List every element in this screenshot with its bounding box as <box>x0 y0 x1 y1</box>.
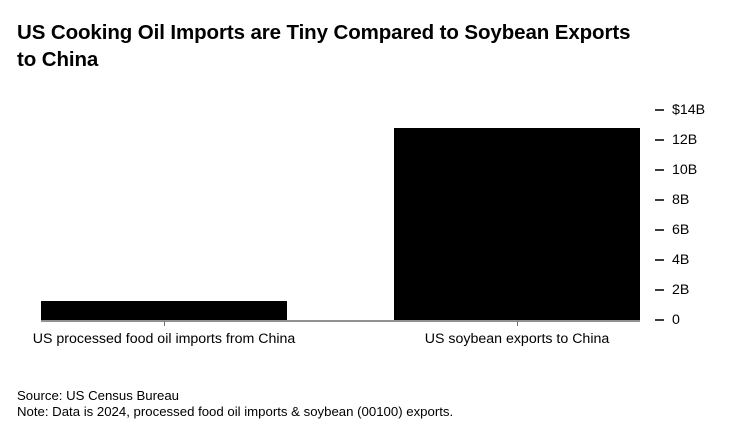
y-axis-tick <box>655 139 664 141</box>
bar <box>41 301 287 320</box>
y-axis-tick-label: $14B <box>672 102 706 118</box>
y-axis-tick-label: 8B <box>672 192 690 208</box>
x-axis-tick <box>516 321 518 326</box>
x-axis-label: US soybean exports to China <box>424 331 610 347</box>
note-text: Note: Data is 2024, processed food oil i… <box>17 404 454 420</box>
bar <box>394 128 640 320</box>
y-axis-tick-row: $14B <box>655 102 705 118</box>
y-axis-tick <box>655 109 664 111</box>
y-axis-tick <box>655 289 664 291</box>
y-axis-tick-label: 0 <box>672 312 680 328</box>
y-axis-tick-row: 4B <box>655 252 689 268</box>
y-axis-tick-row: 12B <box>655 132 697 148</box>
x-axis-baseline <box>41 320 640 322</box>
y-axis-tick <box>655 229 664 231</box>
y-axis-tick-row: 6B <box>655 222 689 238</box>
y-axis-tick <box>655 259 664 261</box>
y-axis-tick-row: 0 <box>655 312 680 328</box>
chart-title-line2: to China <box>17 47 99 71</box>
y-axis-tick-row: 2B <box>655 282 689 298</box>
y-axis-tick-label: 10B <box>672 162 698 178</box>
y-axis-tick-label: 2B <box>672 282 690 298</box>
y-axis-tick-row: 10B <box>655 162 697 178</box>
y-axis-tick <box>655 169 664 171</box>
y-axis-tick-row: 8B <box>655 192 689 208</box>
y-axis-tick <box>655 199 664 201</box>
y-axis-tick-label: 6B <box>672 222 690 238</box>
x-axis-tick <box>163 321 165 326</box>
source-text: Source: US Census Bureau <box>17 388 179 403</box>
y-axis-tick <box>655 319 664 321</box>
chart-title-line1: US Cooking Oil Imports are Tiny Compared… <box>17 21 631 44</box>
chart-footer: Source: US Census Bureau Note: Data is 2… <box>17 388 453 421</box>
chart-title: US Cooking Oil Imports are Tiny Compared… <box>17 20 630 73</box>
x-axis-label: US processed food oil imports from China <box>32 331 296 347</box>
y-axis-tick-label: 4B <box>672 252 690 268</box>
y-axis-tick-label: 12B <box>672 132 698 148</box>
